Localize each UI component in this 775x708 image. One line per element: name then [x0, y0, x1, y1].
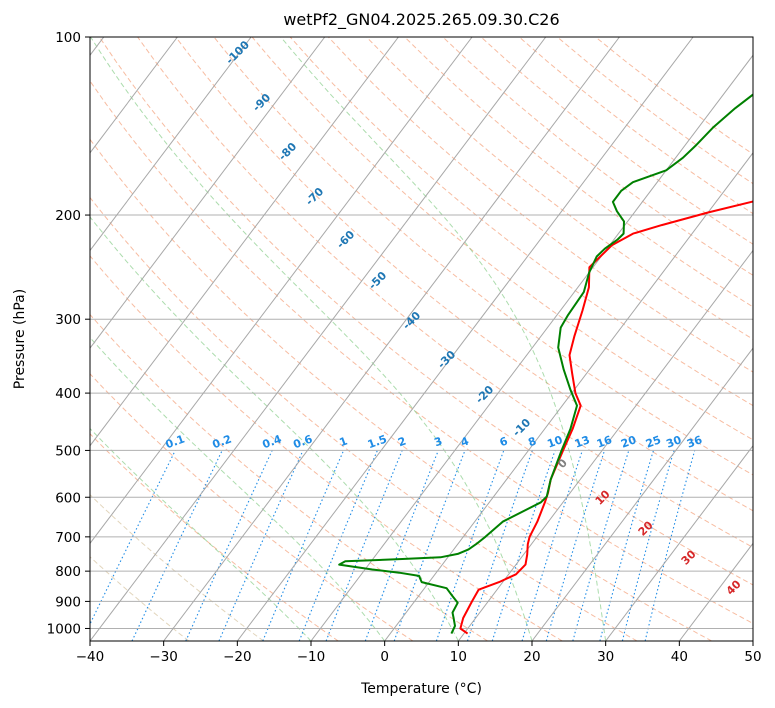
mixing-ratio-label: 4 [459, 434, 471, 449]
mixing-ratio-line [491, 450, 556, 641]
dewpoint-profile-line [338, 93, 753, 635]
isotherm-line [310, 54, 753, 641]
mixing-ratio-line [545, 450, 606, 641]
sounding-profiles [338, 93, 753, 635]
mixing-ratio-line [521, 450, 583, 641]
x-tick-label: −20 [223, 649, 252, 665]
y-tick-label: 1000 [47, 621, 81, 637]
plot-area [90, 37, 753, 641]
dry-adiabat-line [90, 494, 264, 641]
temperature-profile-line [459, 200, 753, 635]
mixing-ratio-label: 20 [619, 433, 638, 451]
mixing-ratio-label: 0.1 [164, 432, 187, 451]
y-tick-label: 900 [55, 594, 81, 610]
dry-adiabat-line [90, 138, 712, 641]
isotherm-line [90, 37, 326, 349]
dry-adiabat-line [328, 37, 753, 373]
isotherm-line [90, 37, 473, 545]
mixing-ratio-label: 1.5 [366, 432, 389, 451]
y-tick-label: 200 [55, 208, 81, 224]
mixing-ratio-line [262, 450, 345, 641]
isotherm-line [90, 37, 178, 154]
mixing-ratio-label: 8 [526, 435, 538, 450]
y-tick-label: 300 [55, 312, 81, 328]
mixing-ratio-line [466, 450, 533, 641]
y-tick-label: 100 [55, 30, 81, 46]
x-tick-label: −10 [297, 649, 326, 665]
x-tick-label: 0 [380, 649, 389, 665]
isotherm-line [605, 444, 753, 641]
y-tick-label: 500 [55, 443, 81, 459]
mixing-ratio-label: 2 [396, 435, 408, 450]
mixing-ratio-line [185, 450, 273, 641]
y-axis: 100 200 300 400 500 600 700 800 900 1000 [47, 30, 90, 637]
isotherm-line [90, 37, 399, 447]
mixing-ratio-line [435, 450, 505, 641]
moist-adiabat-line [90, 37, 533, 641]
isotherm-line [457, 249, 753, 641]
x-tick-label: 50 [744, 649, 761, 665]
moist-adiabat-line [280, 37, 607, 641]
mixing-ratio-line [90, 450, 176, 626]
dry-adiabat-line [366, 37, 753, 340]
x-tick-label: −40 [76, 649, 105, 665]
mixing-ratio-label: 30 [664, 433, 683, 451]
mixing-ratio-line [621, 450, 675, 641]
y-axis-label: Pressure (hPa) [12, 289, 28, 389]
dry-adiabat-line [90, 255, 563, 641]
y-tick-label: 700 [55, 530, 81, 546]
mixing-ratio-lines [90, 450, 696, 641]
mixing-ratio-label: 0.6 [291, 432, 314, 451]
isotherm-line [163, 37, 620, 641]
mixing-ratio-line [325, 450, 403, 641]
x-tick-label: −30 [149, 649, 178, 665]
x-tick-label: 30 [597, 649, 614, 665]
isotherm-line [531, 347, 753, 641]
isotherms [90, 37, 753, 641]
chart-title: wetPf2_GN04.2025.265.09.30.C26 [283, 10, 559, 30]
isobars [90, 37, 753, 629]
isotherm-line [236, 37, 694, 641]
y-tick-label: 800 [55, 564, 81, 580]
x-tick-label: 20 [523, 649, 540, 665]
mixing-ratio-line [599, 450, 655, 641]
isotherm-line [384, 152, 753, 641]
mixing-ratio-label: 0.4 [261, 432, 284, 451]
mixing-ratio-label: 3 [432, 435, 444, 450]
isotherm-line [90, 37, 547, 641]
isotherm-line [90, 37, 252, 252]
mixing-ratio-label: 1 [338, 435, 350, 450]
mixing-ratio-line [218, 450, 304, 641]
x-axis-label: Temperature (°C) [360, 681, 482, 697]
dry-adiabat-line [90, 313, 488, 641]
dry-adiabat-line [175, 37, 753, 512]
y-tick-label: 600 [55, 490, 81, 506]
mixing-ratio-line [572, 450, 630, 641]
moist-adiabat-line [90, 216, 459, 641]
dry-adiabat-line [90, 80, 753, 625]
mixing-ratio-line [364, 450, 439, 641]
mixing-ratio-label: 13 [573, 433, 592, 450]
dry-adiabat-line [90, 433, 339, 641]
mixing-ratio-label: 0.2 [211, 432, 234, 451]
x-tick-label: 40 [671, 649, 688, 665]
dry-adiabat-line [98, 37, 753, 586]
dry-adiabat-line [90, 196, 638, 641]
plot-frame [89, 36, 754, 642]
dry-adiabat-line [90, 556, 190, 641]
mixing-ratio-label: 25 [644, 433, 663, 450]
x-axis: −40 −30 −20 −10 0 10 20 30 40 50 [76, 641, 762, 665]
mixing-ratio-line [298, 450, 378, 641]
mixing-ratio-label: 16 [595, 433, 614, 451]
dry-adiabat-line [213, 37, 753, 476]
mixing-ratio-label: 10 [546, 433, 565, 451]
mixing-ratio-label: 6 [498, 434, 510, 449]
mixing-ratio-label: 36 [685, 433, 704, 451]
x-tick-label: 10 [450, 649, 467, 665]
y-tick-label: 400 [55, 386, 81, 402]
